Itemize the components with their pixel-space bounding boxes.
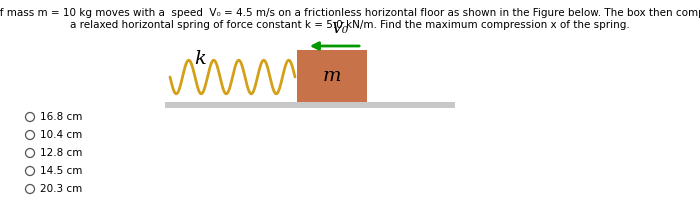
Text: k: k bbox=[194, 50, 206, 68]
Text: a relaxed horizontal spring of force constant k = 5.0 kN/m. Find the maximum com: a relaxed horizontal spring of force con… bbox=[70, 20, 630, 30]
Text: 14.5 cm: 14.5 cm bbox=[39, 166, 82, 176]
Text: A box of mass m = 10 kg moves with a  speed  V₀ = 4.5 m/s on a frictionless hori: A box of mass m = 10 kg moves with a spe… bbox=[0, 8, 700, 18]
Text: V₀: V₀ bbox=[331, 22, 348, 36]
Bar bbox=[165, 102, 455, 108]
Text: 12.8 cm: 12.8 cm bbox=[39, 148, 82, 158]
Text: m: m bbox=[323, 67, 342, 85]
Text: 16.8 cm: 16.8 cm bbox=[39, 112, 82, 122]
Bar bbox=[297, 50, 367, 102]
Text: 10.4 cm: 10.4 cm bbox=[39, 130, 82, 140]
Text: 20.3 cm: 20.3 cm bbox=[39, 184, 82, 194]
